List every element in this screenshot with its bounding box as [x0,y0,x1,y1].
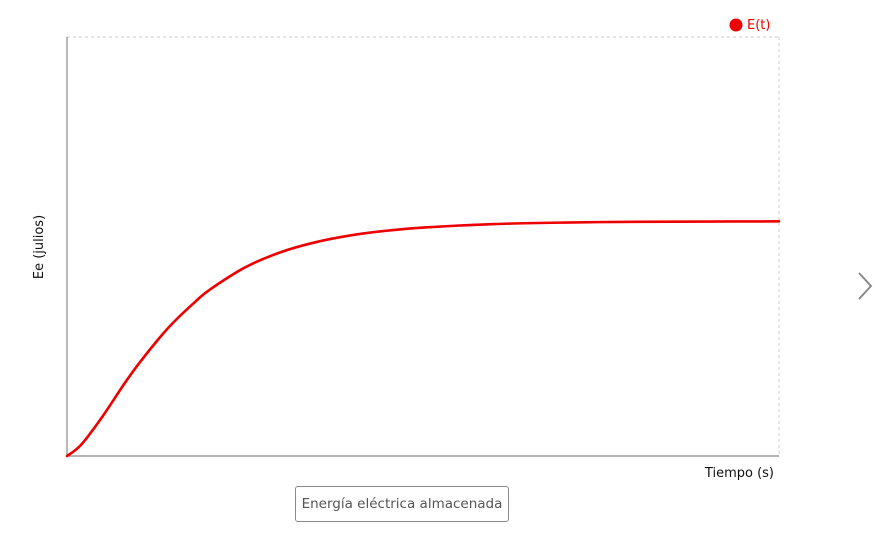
data-point-1 [79,443,83,447]
data-point-0 [65,454,69,458]
legend-marker-e-t[interactable] [729,18,743,32]
data-point-10 [279,250,283,254]
series-points-e-t [65,219,781,458]
data-point-14 [421,226,425,230]
energy-caption-button[interactable]: Energía eléctrica almacenada [295,486,509,522]
data-point-2 [101,414,105,418]
data-point-7 [193,300,197,304]
data-point-5 [158,336,162,340]
data-point-8 [207,288,211,292]
data-point-19 [777,219,781,223]
data-point-17 [635,220,639,224]
data-point-12 [350,233,354,237]
data-point-11 [314,240,318,244]
data-point-3 [122,382,126,386]
legend-label-e-t[interactable]: E(t) [747,18,770,33]
data-point-15 [492,222,496,226]
chevron-right-icon[interactable] [852,268,876,304]
x-axis-label: Tiempo (s) [704,466,774,481]
data-point-6 [172,320,176,324]
data-point-16 [563,221,567,225]
y-axis-label: Ee (julios) [32,215,47,279]
data-point-4 [136,362,140,366]
series-line-e-t [65,220,781,458]
data-point-9 [243,265,247,269]
data-point-18 [706,220,710,224]
data-point-13 [385,229,389,233]
